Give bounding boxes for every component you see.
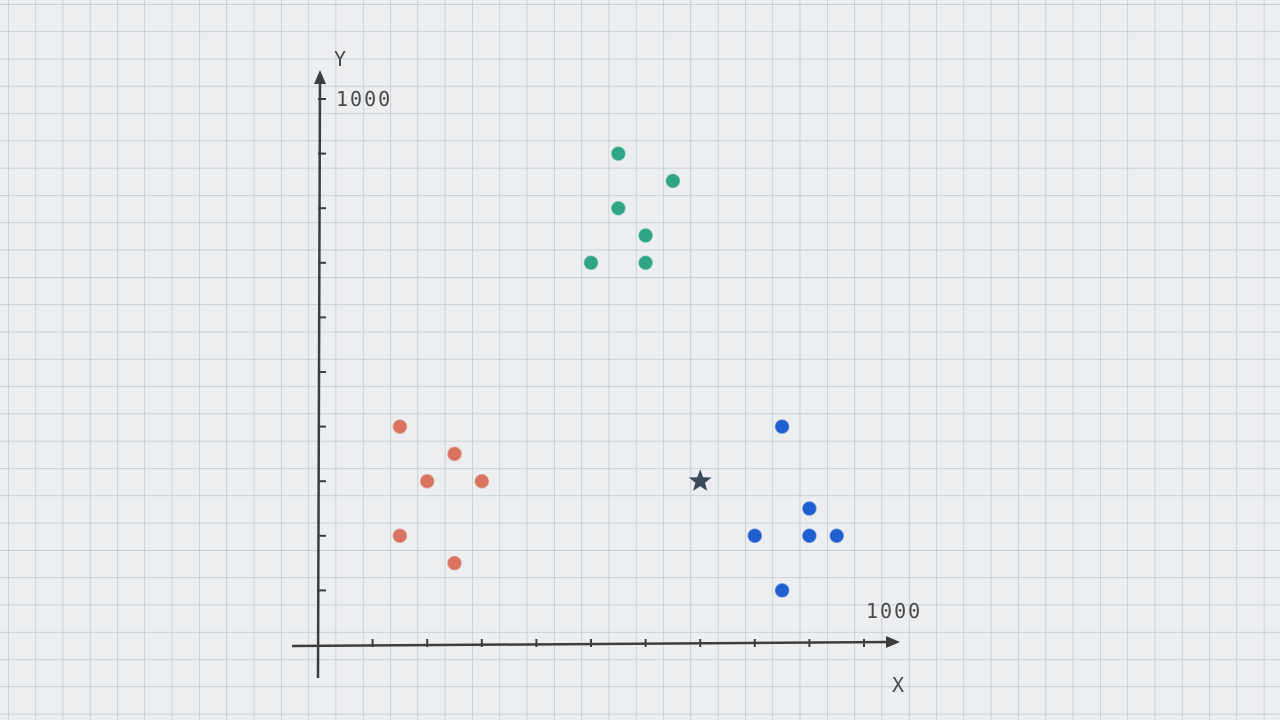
data-point-series-3-3: [774, 583, 790, 598]
data-point-series-2-5: [638, 255, 653, 271]
data-point-series-2-6: [665, 173, 681, 189]
data-point-series-1-4: [447, 446, 462, 462]
data-point-series-1-6: [474, 473, 490, 489]
y-axis-max-tick-label: 1000: [336, 87, 392, 111]
data-point-series-1-2: [392, 528, 408, 544]
data-point-series-2-3: [611, 146, 626, 161]
data-point-series-2-4: [638, 228, 653, 243]
data-point-series-2-2: [611, 200, 626, 216]
data-point-series-3-5: [802, 528, 817, 544]
data-points: [392, 146, 844, 598]
y-axis: [316, 73, 322, 679]
y-axis-label: Y: [334, 47, 348, 71]
data-point-series-3-2: [774, 419, 790, 434]
x-axis-arrow: [886, 636, 900, 648]
data-point-series-1-5: [447, 555, 462, 571]
data-point-series-3-1: [747, 528, 763, 544]
x-axis-label: X: [892, 673, 906, 697]
data-point-series-3-4: [802, 501, 817, 516]
data-point-series-3-6: [829, 528, 844, 544]
x-axis: [291, 640, 895, 648]
y-axis-arrow: [314, 70, 326, 84]
x-axis-max-tick-label: 1000: [866, 599, 922, 623]
axis-ticks: [318, 98, 865, 647]
star-marker-1: [688, 469, 712, 491]
data-point-series-1-1: [392, 419, 408, 434]
data-point-series-1-3: [419, 473, 435, 489]
data-point-series-2-1: [583, 255, 599, 271]
